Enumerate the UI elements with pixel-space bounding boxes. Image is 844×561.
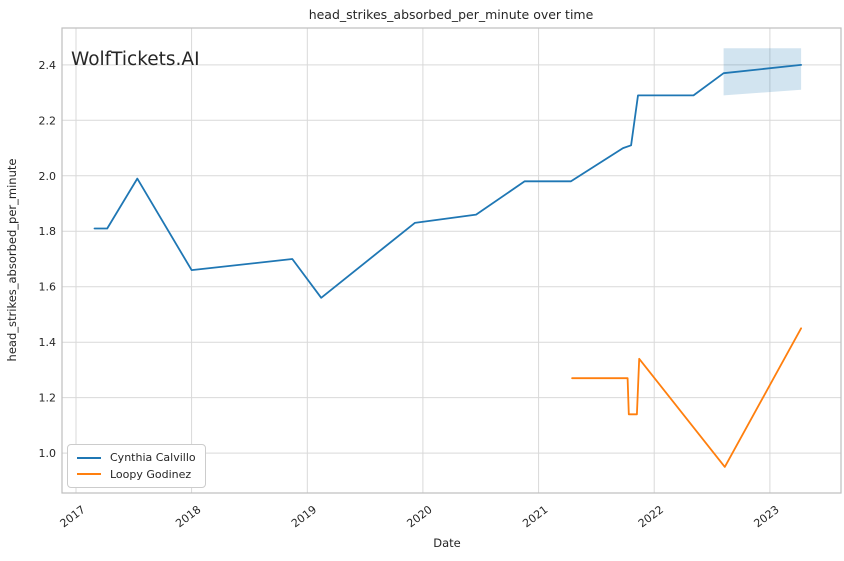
series-line-cynthia-calvillo	[93, 64, 802, 299]
confidence-band-layer	[723, 48, 802, 96]
y-axis-tick-labels: 1.0 1.2 1.4 1.6 1.8 2.0 2.2 2.4	[39, 59, 57, 460]
x-tick-label: 2023	[752, 503, 782, 530]
y-tick-label: 2.0	[39, 170, 57, 183]
legend-swatch-icon	[77, 473, 101, 476]
watermark: WolfTickets.AI	[71, 49, 200, 70]
y-tick-label: 1.6	[39, 281, 57, 294]
x-tick-label: 2019	[289, 503, 319, 530]
y-tick-label: 2.4	[39, 59, 57, 72]
y-tick-label: 1.4	[39, 336, 57, 349]
series-line-loopy-godinez	[571, 327, 802, 468]
x-tick-label: 2017	[58, 503, 88, 530]
x-tick-label: 2018	[173, 503, 203, 530]
legend-label: Cynthia Calvillo	[110, 451, 196, 465]
chart-title: head_strikes_absorbed_per_minute over ti…	[309, 7, 594, 22]
y-tick-label: 1.2	[39, 392, 57, 405]
series-lines	[93, 64, 802, 468]
y-axis-label: head_strikes_absorbed_per_minute	[5, 159, 19, 362]
x-tick-label: 2020	[405, 503, 435, 530]
legend-swatch-icon	[77, 456, 101, 459]
legend-item: Cynthia Calvillo	[77, 451, 196, 464]
y-tick-label: 1.8	[39, 225, 57, 238]
y-tick-label: 1.0	[39, 447, 57, 460]
x-tick-label: 2021	[520, 503, 550, 530]
x-axis-tick-labels: 2017 2018 2019 2020 2021 2022 2023	[58, 503, 782, 530]
legend: Cynthia Calvillo Loopy Godinez	[67, 444, 206, 488]
legend-label: Loopy Godinez	[110, 467, 192, 481]
plot-border	[61, 27, 842, 494]
legend-item: Loopy Godinez	[77, 468, 196, 481]
x-axis-label: Date	[433, 536, 461, 550]
y-tick-label: 2.2	[39, 114, 57, 127]
confidence-band	[723, 48, 802, 96]
x-tick-label: 2022	[636, 503, 666, 530]
gridlines	[62, 28, 841, 493]
